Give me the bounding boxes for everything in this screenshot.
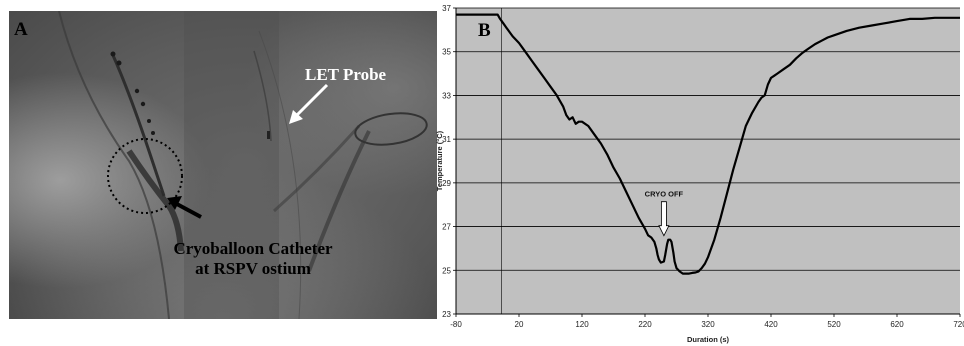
probe-tip [267, 131, 270, 139]
y-tick-label: 33 [442, 91, 451, 100]
electrode-marker [140, 101, 146, 107]
electrode-marker [134, 88, 140, 94]
balloon-outline [107, 138, 183, 214]
temperature-series-line [456, 13, 960, 275]
catheter-label-line2: at RSPV ostium [195, 259, 311, 278]
x-tick-label: 720 [953, 320, 964, 329]
electrode-marker [116, 60, 122, 66]
fluoroscopy-image: A LET Probe Cryoballoon Catheter at RSPV… [9, 11, 437, 319]
grid-lines [456, 7, 960, 314]
x-tick-label: 20 [515, 320, 524, 329]
y-tick-label: 37 [442, 4, 451, 13]
y-tick-label: 31 [442, 135, 451, 144]
y-tick-label: 35 [442, 48, 451, 57]
x-tick-label: 520 [827, 320, 841, 329]
y-tick-label: 27 [442, 223, 451, 232]
electrode-marker [151, 131, 155, 135]
electrode-marker [147, 119, 151, 123]
x-tick-label: 420 [764, 320, 778, 329]
catheter-arrow [167, 196, 202, 219]
x-tick-label: 120 [575, 320, 589, 329]
fluoroscopy-image-panel: A LET Probe Cryoballoon Catheter at RSPV… [9, 11, 437, 319]
panel-a-letter: A [14, 19, 28, 40]
annotation-label: CRYO OFF [645, 190, 684, 199]
x-tick-label: -80 [450, 320, 462, 329]
plot-area [456, 8, 960, 314]
y-axis-label: Temperature (°C) [436, 130, 444, 191]
x-axis-ticks: -80 20 120 220 320 420 520 620 720 [450, 314, 964, 329]
probe-arrow [289, 83, 329, 124]
annotation-arrow [658, 201, 670, 237]
y-tick-label: 29 [442, 179, 451, 188]
probe-label: LET Probe [305, 65, 387, 84]
x-tick-label: 320 [701, 320, 715, 329]
x-tick-label: 220 [638, 320, 652, 329]
y-tick-label: 25 [442, 266, 451, 275]
y-axis-ticks: 23 25 27 29 31 33 35 37 [442, 4, 456, 319]
electrode-marker [110, 51, 116, 57]
panel-b-letter: B [478, 20, 491, 41]
temperature-chart: 23 25 27 29 31 33 35 37 -80 20 120 220 320 420 520 620… [436, 4, 964, 344]
x-tick-label: 620 [890, 320, 904, 329]
catheter-label-line1: Cryoballoon Catheter [173, 239, 333, 258]
x-axis-label: Duration (s) [687, 335, 730, 344]
lasso-catheter-loop [354, 112, 428, 146]
y-tick-label: 23 [442, 310, 451, 319]
temperature-chart-panel: 23 25 27 29 31 33 35 37 -80 20 120 220 320 420 520 620… [436, 0, 964, 346]
cryo-off-annotation: CRYO OFF [645, 190, 684, 237]
